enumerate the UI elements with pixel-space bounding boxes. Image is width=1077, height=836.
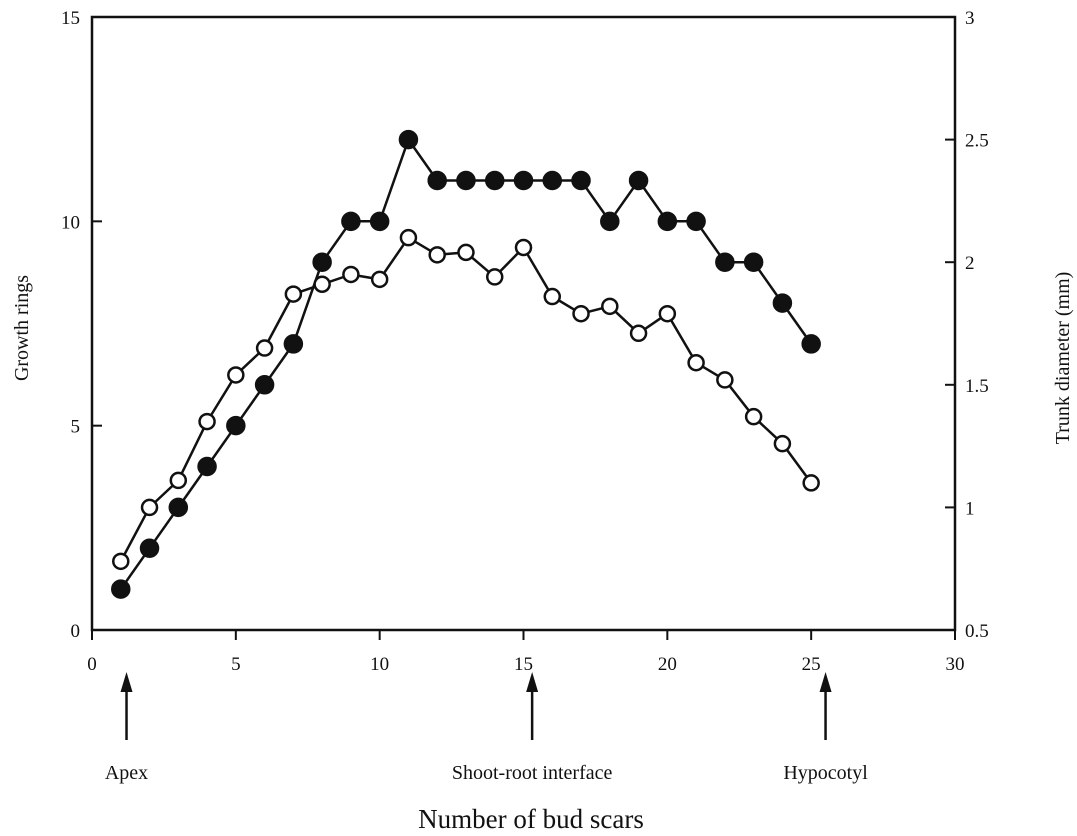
- y2-tick-label: 3: [965, 8, 975, 29]
- open-point: [255, 339, 274, 357]
- open-point: [399, 228, 418, 247]
- open-point: [543, 287, 562, 306]
- annotation-label: Shoot-root interface: [452, 762, 613, 784]
- x-tick-label: 30: [946, 654, 965, 675]
- open-point: [658, 304, 677, 323]
- filled-point: [168, 497, 189, 518]
- plot-frame: [90, 15, 957, 632]
- y-tick-label: 0: [71, 621, 81, 642]
- annotation-label: Hypocotyl: [783, 762, 868, 784]
- open-point: [169, 471, 188, 490]
- open-point: [112, 552, 130, 571]
- y2-tick-label: 1: [965, 498, 975, 519]
- x-tick-label: 0: [87, 654, 97, 675]
- open-point: [313, 275, 331, 294]
- filled-point: [254, 375, 275, 395]
- open-point: [629, 324, 648, 343]
- open-point: [342, 265, 360, 284]
- open-point: [198, 412, 216, 431]
- filled-point: [484, 170, 505, 191]
- filled-point: [139, 538, 160, 559]
- filled-point: [341, 211, 361, 232]
- filled-point: [657, 211, 678, 232]
- filled-point: [513, 170, 534, 191]
- open-point: [687, 353, 705, 372]
- open-point: [716, 371, 734, 389]
- y2-tick-label: 2: [965, 253, 975, 274]
- open-point: [744, 407, 763, 426]
- x-tick-label: 5: [231, 654, 241, 675]
- annotation-label: Apex: [105, 762, 148, 784]
- filled-point: [542, 170, 563, 191]
- filled-point: [772, 293, 793, 313]
- filled-point: [628, 170, 649, 191]
- open-point: [514, 238, 533, 257]
- open-point: [370, 270, 389, 289]
- open-point: [802, 474, 820, 492]
- filled-point: [456, 170, 476, 191]
- open-point: [485, 268, 504, 286]
- y-tick-label: 15: [61, 8, 80, 29]
- filled-point: [369, 211, 390, 232]
- filled-point: [571, 170, 591, 191]
- open-point: [572, 304, 590, 323]
- x-tick-label: 25: [802, 654, 821, 675]
- x-tick-label: 10: [370, 654, 389, 675]
- annotation-arrow-head: [819, 672, 832, 692]
- open-point: [140, 498, 159, 517]
- series-layer: [111, 129, 821, 599]
- y2-tick-label: 1.5: [965, 376, 989, 397]
- filled-point: [743, 252, 764, 272]
- annotation-layer: Apex Shoot-root interface Hypocotyl: [105, 672, 868, 784]
- left-axis: 0 5 10 15: [61, 8, 102, 642]
- plot-border: [90, 15, 957, 632]
- filled-point: [600, 211, 620, 232]
- y-tick-label: 5: [71, 417, 81, 438]
- open-point: [428, 246, 446, 264]
- filled-point: [686, 211, 706, 232]
- x-axis: 0 5 10 15 20 25 30: [87, 630, 965, 675]
- filled-point: [283, 334, 304, 354]
- filled-point: [427, 170, 447, 191]
- y-axis-title: Growth rings: [11, 275, 33, 381]
- y2-axis-title: Trunk diameter (mm): [1052, 272, 1074, 445]
- annotation-arrow-head: [120, 672, 133, 692]
- series-line: [119, 236, 813, 562]
- open-point: [227, 366, 245, 384]
- x-axis-title: Number of bud scars: [418, 804, 644, 834]
- x-tick-label: 15: [514, 654, 533, 675]
- filled-point: [111, 579, 131, 599]
- y2-tick-label: 2.5: [965, 131, 989, 152]
- filled-point: [312, 252, 332, 272]
- open-point: [457, 243, 475, 262]
- filled-point: [398, 129, 419, 150]
- annotation-arrow-head: [526, 672, 539, 692]
- x-tick-label: 20: [658, 654, 677, 675]
- series-line: [119, 138, 813, 590]
- filled-point: [801, 334, 821, 354]
- open-point: [284, 285, 303, 303]
- filled-point: [226, 415, 246, 436]
- right-axis: 0.5 1 1.5 2 2.5 3: [945, 8, 989, 642]
- open-point: [773, 434, 792, 453]
- filled-point: [197, 456, 217, 477]
- open-point: [601, 297, 619, 316]
- y2-tick-label: 0.5: [965, 621, 989, 642]
- y-tick-label: 10: [61, 212, 80, 233]
- filled-point: [715, 252, 735, 272]
